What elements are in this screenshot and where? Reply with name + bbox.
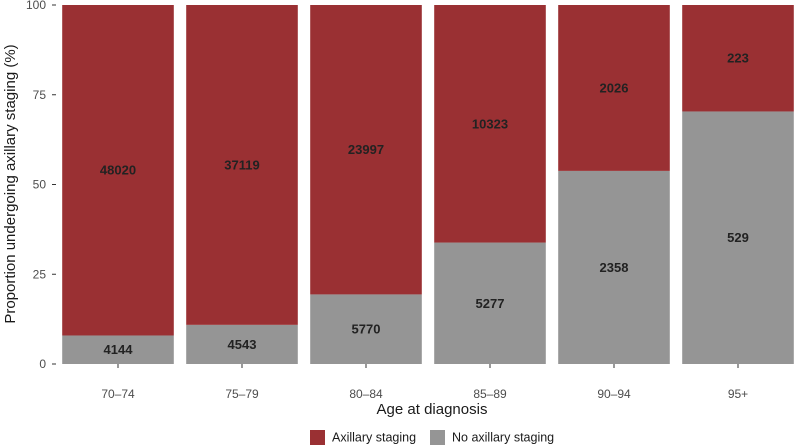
y-tick-label: 100 bbox=[26, 0, 46, 12]
bar-value-label: 37119 bbox=[224, 157, 259, 172]
x-tick-label: 85–89 bbox=[473, 387, 507, 401]
bar-value-label: 4543 bbox=[228, 337, 257, 352]
bar-segment bbox=[186, 324, 298, 364]
legend: Axillary staging No axillary staging bbox=[310, 430, 554, 445]
x-tick-label: 75–79 bbox=[225, 387, 259, 401]
legend-key bbox=[430, 430, 445, 445]
bar-segment bbox=[682, 111, 794, 365]
legend-label: Axillary staging bbox=[332, 431, 416, 445]
bars-layer: 4144 48020 4543 37119 5770 23997 5277 10323 2358… bbox=[62, 5, 794, 365]
bar-value-label: 48020 bbox=[100, 163, 136, 178]
bar-value-label: 223 bbox=[727, 51, 749, 66]
x-axis: 70–74 75–79 80–84 85–89 90–94 95+ bbox=[101, 364, 748, 401]
bar-value-label: 2358 bbox=[600, 260, 629, 275]
y-tick-label: 0 bbox=[39, 357, 46, 371]
bar-segment bbox=[558, 5, 670, 171]
y-tick-label: 75 bbox=[33, 88, 47, 102]
legend-label: No axillary staging bbox=[452, 431, 554, 445]
bar-value-label: 10323 bbox=[472, 116, 508, 131]
x-tick-label: 95+ bbox=[728, 387, 748, 401]
bar-value-label: 529 bbox=[727, 230, 749, 245]
bar-value-label: 4144 bbox=[104, 342, 134, 357]
x-tick-label: 80–84 bbox=[349, 387, 383, 401]
legend-key bbox=[310, 430, 325, 445]
y-tick-label: 50 bbox=[33, 178, 47, 192]
bar-segment bbox=[310, 294, 422, 364]
bar-segment bbox=[558, 170, 670, 364]
bar-segment bbox=[434, 242, 546, 364]
bar-value-label: 5770 bbox=[352, 322, 381, 337]
y-axis: 0 25 50 75 100 bbox=[26, 0, 56, 371]
bar-value-label: 5277 bbox=[476, 296, 505, 311]
x-tick-label: 90–94 bbox=[597, 387, 631, 401]
bar-segment bbox=[434, 5, 546, 243]
bar-value-label: 23997 bbox=[348, 142, 384, 157]
y-axis-title: Proportion undergoing axillary staging (… bbox=[2, 44, 19, 323]
bar-value-label: 2026 bbox=[600, 80, 629, 95]
bar-segment bbox=[62, 335, 174, 364]
y-tick-label: 25 bbox=[33, 267, 47, 281]
bar-segment bbox=[682, 5, 794, 112]
bar-segment bbox=[62, 5, 174, 336]
x-tick-label: 70–74 bbox=[101, 387, 135, 401]
x-axis-title: Age at diagnosis bbox=[377, 401, 488, 418]
bar-segment bbox=[310, 5, 422, 295]
bar-segment bbox=[186, 5, 298, 325]
